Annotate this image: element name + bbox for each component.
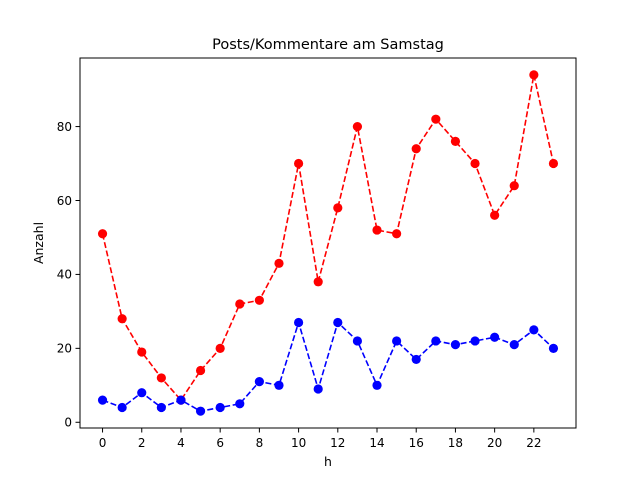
series-0-point <box>235 299 245 309</box>
series-0-line <box>101 74 555 401</box>
y-axis-label: Anzahl <box>31 222 46 264</box>
y-tick-label: 80 <box>57 120 72 134</box>
y-tick-label: 60 <box>57 194 72 208</box>
x-tick-label: 20 <box>487 436 502 450</box>
series-0-point <box>372 225 382 235</box>
series-1-point <box>470 336 480 346</box>
series-1-point <box>392 336 402 346</box>
y-tick-label: 0 <box>64 416 72 430</box>
x-tick-label: 6 <box>216 436 224 450</box>
series-0-point <box>117 314 127 324</box>
series-1-point <box>156 402 166 413</box>
x-tick-label: 14 <box>369 436 384 450</box>
series-0-point <box>254 295 264 305</box>
x-tick-label: 8 <box>256 436 264 450</box>
series-1 <box>97 317 559 416</box>
series-1-point <box>548 343 559 353</box>
series-1-point <box>235 399 245 409</box>
series-1-point <box>176 395 186 405</box>
series-0-point <box>333 203 343 213</box>
x-axis-label: h <box>324 454 332 469</box>
series-0-point <box>137 347 147 357</box>
series-0-point <box>274 258 284 268</box>
series-1-point <box>529 325 539 335</box>
series-1-point <box>293 317 304 328</box>
plot-area <box>97 70 559 416</box>
series-0-point <box>352 121 363 132</box>
series-0-point <box>215 343 225 353</box>
chart-title: Posts/Kommentare am Samstag <box>212 37 444 53</box>
series-1-point <box>372 380 382 390</box>
series-1-point <box>117 402 127 413</box>
x-tick-label: 18 <box>448 436 463 450</box>
x-tick-label: 22 <box>526 436 541 450</box>
series-0-point <box>313 277 323 287</box>
series-1-point <box>313 384 323 394</box>
series-0-point <box>97 229 108 239</box>
series-0-point <box>392 229 402 239</box>
series-0-point <box>470 158 480 169</box>
y-tick-label: 40 <box>57 268 72 282</box>
series-1-point <box>431 336 441 346</box>
series-0-point <box>509 181 519 191</box>
series-0 <box>97 70 559 405</box>
x-tick-label: 2 <box>138 436 146 450</box>
series-1-point <box>215 402 225 413</box>
series-1-point <box>254 377 264 387</box>
series-0-point <box>529 70 539 80</box>
series-1-point <box>509 340 519 350</box>
series-1-point <box>195 406 206 416</box>
y-axis: 0 20 40 60 80 <box>57 120 80 430</box>
series-1-line <box>102 321 554 412</box>
series-1-point <box>411 354 421 365</box>
plot-frame <box>79 57 577 429</box>
series-0-point <box>431 114 441 124</box>
series-0-point <box>490 210 500 220</box>
x-tick-label: 16 <box>409 436 424 450</box>
series-0-point <box>156 373 166 383</box>
x-tick-label: 0 <box>99 436 107 450</box>
series-0-point <box>450 136 461 146</box>
series-1-point <box>352 336 363 346</box>
series-1-point <box>490 332 500 342</box>
series-1-point <box>333 317 343 328</box>
series-0-point <box>548 158 559 169</box>
x-axis: 0 2 4 6 8 10 12 14 16 18 20 22 <box>99 428 541 450</box>
y-tick-label: 20 <box>57 342 72 356</box>
series-1-point <box>274 380 284 390</box>
series-0-point <box>411 144 421 154</box>
x-tick-label: 4 <box>177 436 185 450</box>
x-tick-label: 12 <box>330 436 345 450</box>
series-1-point <box>97 395 108 405</box>
series-0-point <box>293 158 304 169</box>
series-1-point <box>450 340 461 350</box>
series-1-point <box>137 388 147 398</box>
series-0-point <box>195 365 206 376</box>
x-tick-label: 10 <box>291 436 306 450</box>
